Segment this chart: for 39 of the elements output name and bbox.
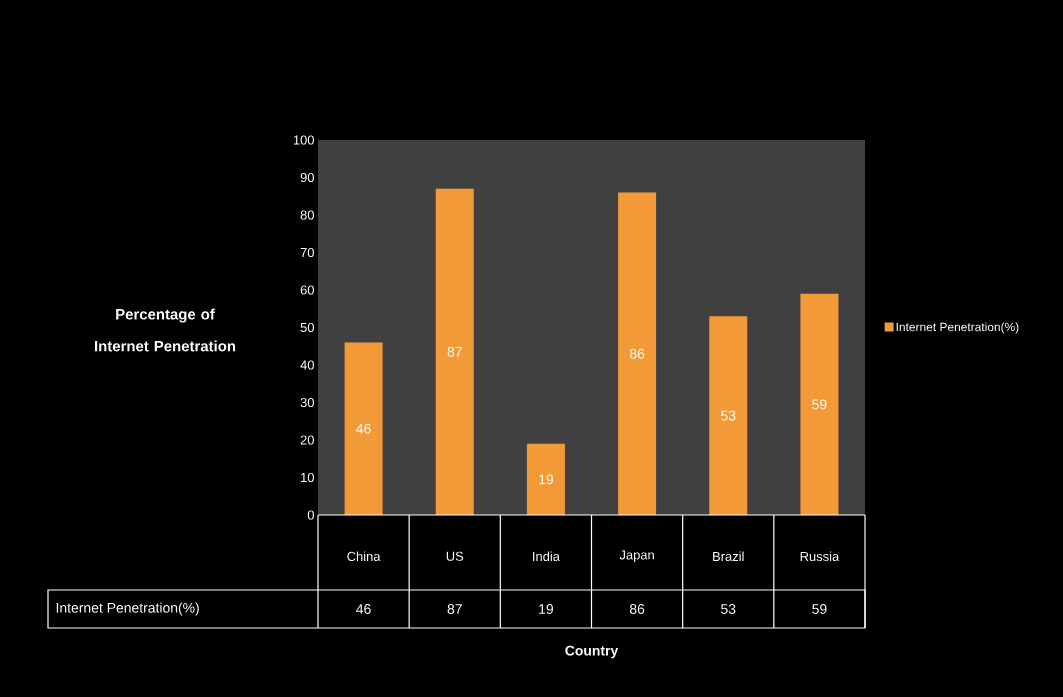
- annotation: 87: [447, 346, 462, 357]
- y-tick-label: 50: [300, 322, 314, 333]
- bar: [435, 188, 474, 515]
- annotation: 46: [356, 423, 371, 434]
- data-label: 59: [812, 604, 827, 614]
- y-tick-label: 90: [300, 172, 314, 183]
- y-tick-label: 70: [300, 247, 314, 258]
- y-tick-label: 80: [300, 210, 314, 220]
- bar: [709, 316, 748, 515]
- data-label: 46: [356, 604, 371, 614]
- y-tick-label: 30: [300, 397, 314, 408]
- bar: [526, 443, 565, 515]
- annotation: 53: [721, 410, 736, 421]
- text: Internet Penetration(%): [56, 602, 199, 616]
- y-tick-label: 0: [307, 510, 314, 520]
- x-tick-label: China: [347, 551, 381, 561]
- x-tick-label: US: [446, 551, 464, 561]
- bar: [800, 293, 839, 515]
- data-label: 86: [629, 604, 645, 614]
- bar: [344, 342, 383, 515]
- annotation: 19: [539, 474, 554, 485]
- bar: [618, 192, 657, 515]
- data-label: 19: [539, 604, 554, 614]
- data-label: 53: [721, 604, 736, 614]
- text: Country: [565, 645, 619, 659]
- y-tick-label: 20: [300, 435, 314, 445]
- x-tick-label: Brazil: [713, 551, 744, 561]
- annotation: 86: [629, 348, 645, 359]
- x-tick-label: Japan: [619, 550, 654, 563]
- y-tick-label: 40: [300, 360, 314, 370]
- legend-label: Internet Penetration(%): [896, 322, 1019, 334]
- annotation: 59: [812, 399, 827, 410]
- x-tick-label: India: [533, 551, 560, 561]
- y-tick-label: 100: [293, 135, 314, 145]
- y-axis-title: Percentage of Internet Penetration: [95, 308, 236, 352]
- y-tick-label: 10: [301, 472, 314, 483]
- data-label: 87: [447, 604, 462, 614]
- x-tick-label: Russia: [800, 551, 840, 561]
- y-tick-label: 60: [300, 285, 314, 295]
